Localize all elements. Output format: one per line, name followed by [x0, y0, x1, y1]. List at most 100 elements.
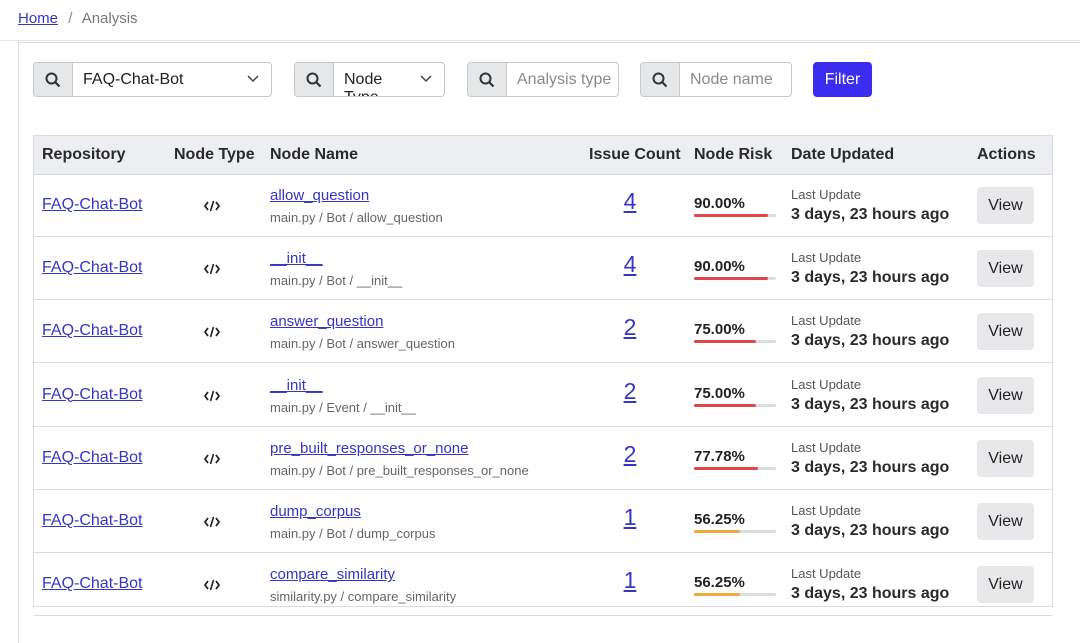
issue-count[interactable]: 1: [623, 567, 637, 594]
view-button[interactable]: View: [977, 313, 1034, 351]
divider: [0, 40, 1080, 41]
chevron: [247, 75, 259, 83]
panel: [18, 42, 1080, 643]
view-button[interactable]: View: [977, 250, 1034, 288]
code-icon: [203, 515, 221, 532]
risk-bar: [694, 403, 756, 407]
code-icon: [203, 389, 221, 406]
column-header: Actions: [977, 146, 1036, 163]
view-button[interactable]: View: [977, 503, 1034, 540]
risk-label: 56.25%: [694, 574, 745, 592]
search-icon: [34, 63, 73, 96]
view-button[interactable]: View: [977, 376, 1034, 414]
code-icon: [203, 262, 221, 279]
risk-bar: [694, 277, 768, 281]
separator: /: [68, 10, 73, 27]
code-icon: [203, 199, 221, 216]
node-name-link[interactable]: allow_question: [270, 187, 370, 204]
issue-count[interactable]: 4: [623, 188, 637, 214]
repository-link[interactable]: FAQ-Chat-Bot: [42, 448, 143, 466]
node-name-link[interactable]: answer_question: [270, 313, 384, 331]
risk-label: 75.00%: [694, 384, 745, 402]
code-icon-glyph: [203, 327, 221, 338]
risk-label: 90.00%: [694, 258, 745, 276]
column-header: Node Risk: [694, 146, 773, 163]
code-icon: [203, 452, 221, 469]
repository-link[interactable]: FAQ-Chat-Bot: [42, 575, 143, 593]
node-name-link[interactable]: __init__: [270, 250, 323, 268]
select-value: Node Type: [344, 71, 383, 96]
table-row: FAQ-Chat-Bot __init__ main.py / Event / __…: [34, 364, 1052, 427]
date-value: 3 days, 23 hours ago: [791, 395, 950, 413]
date-value: 3 days, 23 hours ago: [791, 458, 950, 476]
column-header: Repository: [42, 146, 126, 163]
view-button[interactable]: View: [977, 187, 1034, 224]
date-label: Last Update: [791, 187, 862, 202]
date-value: 3 days, 23 hours ago: [791, 332, 950, 350]
risk-bar: [694, 593, 741, 597]
risk-bar: [694, 530, 741, 533]
node-path: main.py / Bot / pre_built_responses_or_n…: [270, 462, 529, 478]
table-row: FAQ-Chat-Bot allow_question main.py / Bot …: [34, 174, 1052, 237]
code-icon: [203, 325, 221, 342]
node-name-link[interactable]: pre_built_responses_or_none: [270, 439, 469, 457]
column-header: Node Type: [174, 146, 255, 163]
code-icon-glyph: [203, 390, 221, 401]
search-icon: [295, 63, 334, 96]
risk-label: 90.00%: [694, 195, 745, 212]
table-row: FAQ-Chat-Bot compare_similarity similarity…: [34, 553, 1052, 617]
node-name-input[interactable]: Node name: [640, 62, 792, 97]
risk-label: 56.25%: [694, 511, 745, 528]
home-link[interactable]: Home: [18, 10, 59, 27]
code-icon-glyph: [203, 453, 221, 465]
node-path: main.py / Bot / __init__: [270, 273, 403, 289]
node-path: main.py / Bot / answer_question: [270, 336, 455, 352]
node-type-select[interactable]: Node Type: [294, 62, 445, 97]
code-icon-glyph: [203, 579, 221, 591]
node-path: main.py / Bot / dump_corpus: [270, 526, 436, 541]
issue-count[interactable]: 1: [623, 504, 637, 530]
date-label: Last Update: [791, 503, 862, 518]
filter-button[interactable]: Filter: [813, 62, 872, 97]
node-path: main.py / Bot / allow_question: [270, 210, 443, 225]
node-name-link[interactable]: compare_similarity: [270, 566, 396, 584]
issue-count[interactable]: 4: [623, 251, 637, 278]
risk-label: 75.00%: [694, 321, 745, 339]
repository-link[interactable]: FAQ-Chat-Bot: [42, 385, 143, 403]
select-value: FAQ-Chat-Bot: [83, 71, 184, 88]
placeholder: Node name: [690, 71, 773, 88]
risk-bar: [694, 466, 758, 470]
issue-count[interactable]: 2: [623, 314, 637, 341]
search-icon: [468, 63, 507, 96]
breadcrumb: Home / Analysis: [18, 10, 138, 27]
search-icon: [641, 63, 680, 96]
date-value: 3 days, 23 hours ago: [791, 269, 950, 287]
date-value: 3 days, 23 hours ago: [791, 585, 950, 603]
table-row: FAQ-Chat-Bot dump_corpus main.py / Bot / d…: [34, 490, 1052, 553]
repository-link[interactable]: FAQ-Chat-Bot: [42, 322, 143, 340]
chevron: [420, 75, 432, 83]
table-row: FAQ-Chat-Bot answer_question main.py / Bot…: [34, 300, 1052, 364]
current-page: Analysis: [81, 10, 138, 27]
node-path: similarity.py / compare_similarity: [270, 589, 457, 605]
date-value: 3 days, 23 hours ago: [791, 522, 950, 539]
table-header: Repository Node Type Node Name Issue Count N…: [34, 136, 1052, 175]
column-header: Issue Count: [589, 146, 681, 163]
code-icon-glyph: [203, 200, 221, 212]
repository-select[interactable]: FAQ-Chat-Bot: [33, 62, 272, 97]
view-button[interactable]: View: [977, 566, 1034, 604]
node-name-link[interactable]: dump_corpus: [270, 503, 361, 520]
issue-count[interactable]: 2: [623, 440, 637, 467]
analysis-type-input[interactable]: Analysis type: [467, 62, 619, 97]
issue-count[interactable]: 2: [623, 377, 637, 404]
date-label: Last Update: [791, 250, 862, 266]
view-button[interactable]: View: [977, 439, 1034, 477]
node-name-link[interactable]: __init__: [270, 376, 323, 394]
repository-link[interactable]: FAQ-Chat-Bot: [42, 259, 143, 277]
repository-link[interactable]: FAQ-Chat-Bot: [42, 512, 143, 529]
placeholder: Analysis type: [517, 71, 612, 88]
node-path: main.py / Event / __init__: [270, 399, 416, 415]
table-row: FAQ-Chat-Bot __init__ main.py / Bot / __in…: [34, 237, 1052, 301]
repository-link[interactable]: FAQ-Chat-Bot: [42, 196, 143, 213]
